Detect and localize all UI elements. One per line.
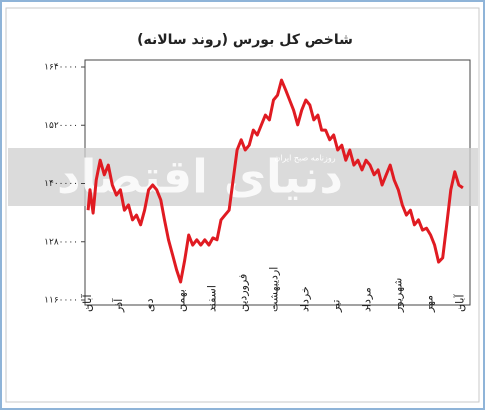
x-tick-label: مهر <box>423 295 436 313</box>
y-tick-label: ۱۱۶۰۰۰۰ <box>44 296 78 306</box>
x-tick-label: شهریور <box>392 278 405 313</box>
x-tick-label: آبان <box>80 294 94 312</box>
y-tick-label: ۱۵۲۰۰۰۰ <box>44 121 78 131</box>
x-tick-label: آبان <box>453 294 467 312</box>
chart-title: شاخص کل بورس (روند سالانه) <box>137 32 353 48</box>
watermark: دنیای اقتصاد <box>57 150 343 204</box>
y-tick-label: ۱۶۴۰۰۰۰ <box>44 63 78 73</box>
y-tick-label: ۱۲۸۰۰۰۰ <box>44 237 78 247</box>
x-tick-label: بهمن <box>174 289 187 312</box>
x-tick-label: اسفند <box>205 285 218 312</box>
y-tick-label: ۱۴۰۰۰۰۰ <box>44 179 78 189</box>
x-tick-label: اردیبهشت <box>267 267 280 312</box>
line-series <box>86 78 464 284</box>
x-tick-label: آذر <box>111 298 125 313</box>
x-tick-label: تیر <box>329 300 342 313</box>
x-tick-label: دی <box>143 298 156 312</box>
x-tick-label: مرداد <box>361 287 374 312</box>
x-tick-label: فروردین <box>236 274 249 312</box>
watermark-subtitle: روزنامه صبح ایران <box>274 154 335 163</box>
x-tick-label: خرداد <box>298 286 311 312</box>
